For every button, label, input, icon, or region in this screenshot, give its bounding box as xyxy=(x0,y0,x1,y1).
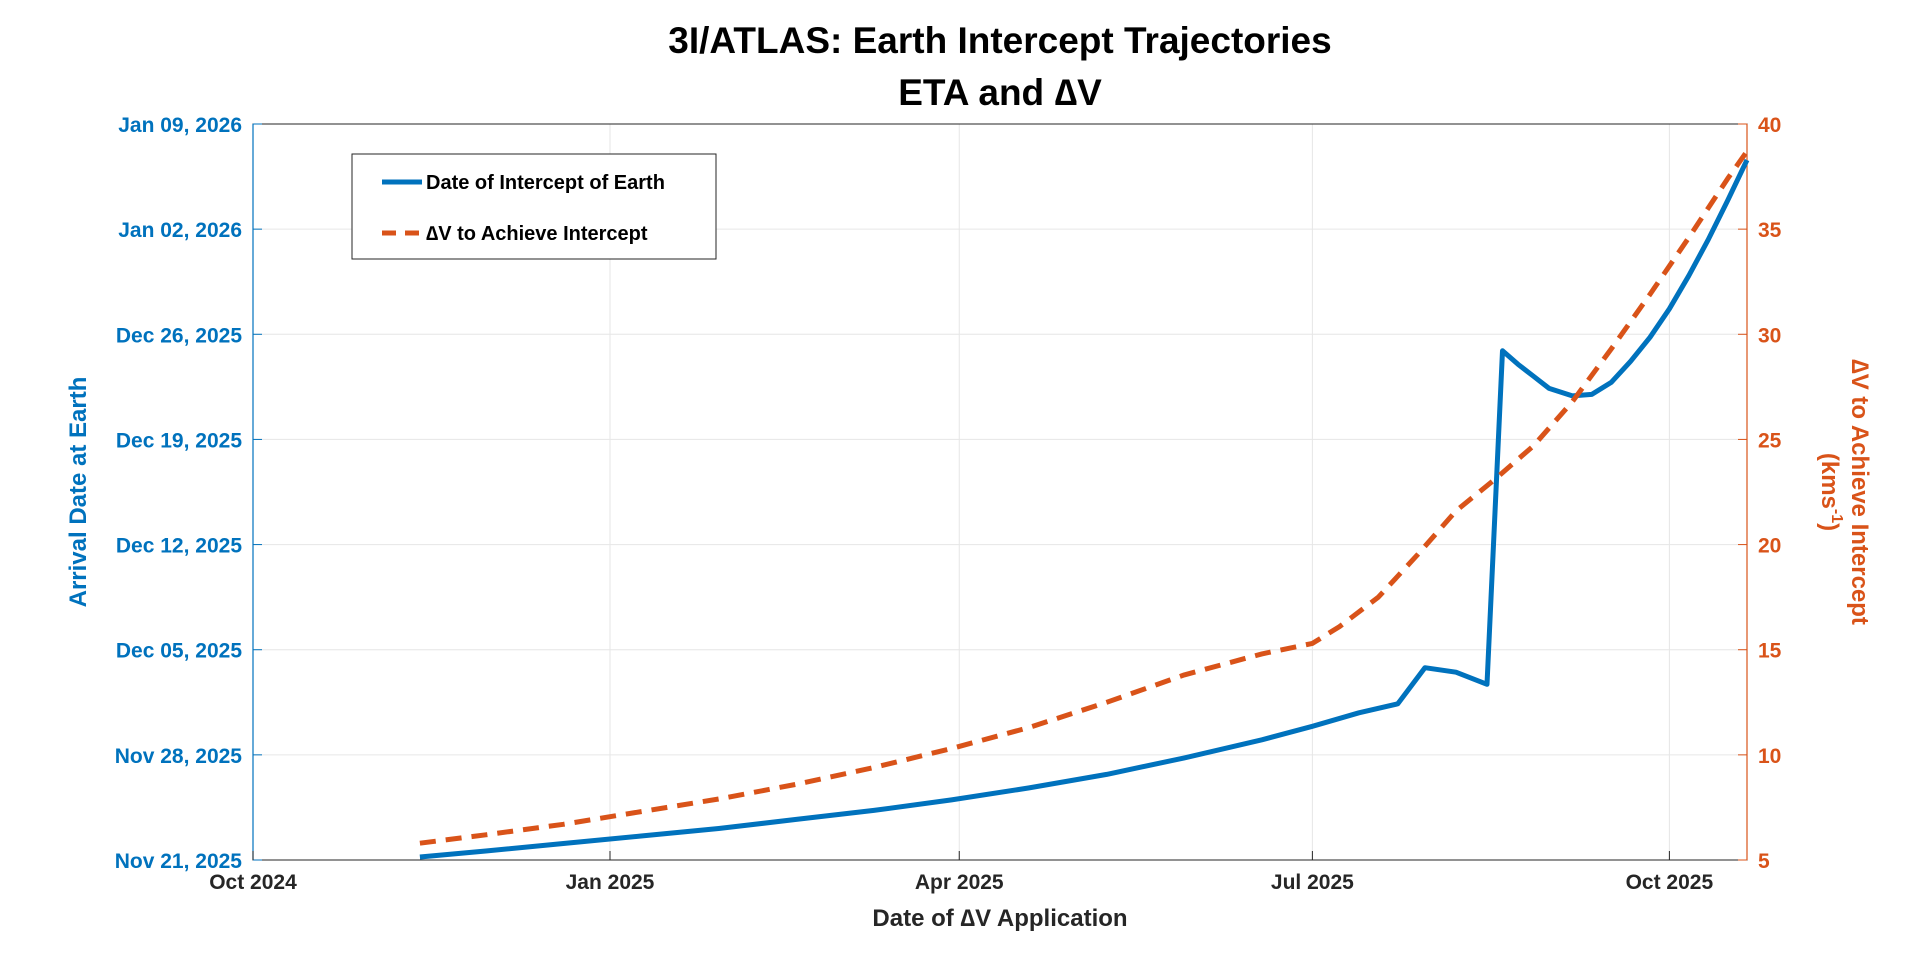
legend: Date of Intercept of Earth ∆V to Achieve… xyxy=(351,153,717,260)
y-left-tick-label: Dec 05, 2025 xyxy=(116,640,242,663)
y-right-tick-label: 35 xyxy=(1758,219,1782,242)
y-left-tick-label: Nov 21, 2025 xyxy=(115,850,243,873)
y-right-axis-unit: (kms-1) xyxy=(1816,453,1845,531)
right-axis: 5 10 15 20 25 30 35 40 xyxy=(1738,114,1782,873)
y-right-tick-label: 20 xyxy=(1758,535,1781,558)
legend-label-intercept-date: Date of Intercept of Earth xyxy=(426,172,665,194)
x-tick-label: Oct 2024 xyxy=(209,871,297,894)
x-tick-label: Apr 2025 xyxy=(915,871,1004,894)
y-right-axis-label: ∆V to Achieve Intercept xyxy=(1846,359,1873,625)
y-right-tick-label: 40 xyxy=(1758,114,1781,137)
series-layer xyxy=(419,149,1750,860)
y-left-tick-label: Dec 12, 2025 xyxy=(116,535,242,558)
y-left-axis-label: Arrival Date at Earth xyxy=(65,377,92,608)
chart-title: 3I/ATLAS: Earth Intercept Trajectories xyxy=(668,20,1331,61)
y-left-tick-label: Jan 02, 2026 xyxy=(118,219,242,242)
chart-subtitle: ETA and ∆V xyxy=(898,72,1102,113)
x-tick-label: Oct 2025 xyxy=(1626,871,1714,894)
y-right-unit-sup: -1 xyxy=(1828,509,1845,523)
legend-label-delta-v: ∆V to Achieve Intercept xyxy=(426,223,648,245)
left-axis: Nov 21, 2025 Nov 28, 2025 Dec 05, 2025 Dec … xyxy=(115,114,262,873)
series-line-delta-v xyxy=(419,149,1750,846)
y-right-tick-label: 10 xyxy=(1758,745,1781,768)
y-right-tick-label: 15 xyxy=(1758,640,1782,663)
y-left-tick-label: Dec 19, 2025 xyxy=(116,429,242,452)
x-axis-label: Date of ∆V Application xyxy=(872,905,1127,932)
chart-titles: 3I/ATLAS: Earth Intercept Trajectories E… xyxy=(668,20,1331,113)
series-line-intercept-date xyxy=(419,158,1750,860)
y-left-tick-label: Dec 26, 2025 xyxy=(116,324,242,347)
x-axis: Oct 2024 Jan 2025 Apr 2025 Jul 2025 Oct 2025 xyxy=(209,851,1713,894)
y-right-tick-label: 25 xyxy=(1758,429,1782,452)
x-tick-label: Jul 2025 xyxy=(1271,871,1354,894)
legend-box xyxy=(351,153,717,260)
y-right-unit-open: (kms xyxy=(1816,453,1843,509)
x-tick-label: Jan 2025 xyxy=(566,871,655,894)
y-right-tick-label: 30 xyxy=(1758,324,1781,347)
y-right-unit-close: ) xyxy=(1816,523,1843,531)
y-right-tick-label: 5 xyxy=(1758,850,1770,873)
y-left-tick-label: Jan 09, 2026 xyxy=(118,114,242,137)
y-left-tick-label: Nov 28, 2025 xyxy=(115,745,243,768)
